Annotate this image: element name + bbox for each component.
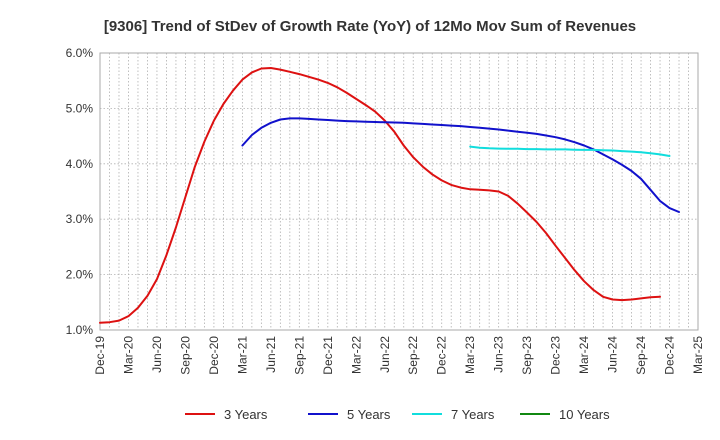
x-tick-label: Mar-21 <box>235 336 249 374</box>
x-tick-label: Jun-24 <box>606 336 620 373</box>
x-tick-label: Jun-23 <box>492 336 506 373</box>
x-tick-label: Dec-19 <box>93 336 107 375</box>
y-tick-label: 3.0% <box>66 212 94 226</box>
x-tick-label: Dec-21 <box>321 336 335 375</box>
y-tick-label: 2.0% <box>66 268 94 282</box>
x-tick-label: Jun-22 <box>378 336 392 373</box>
x-tick-label: Mar-20 <box>121 336 135 374</box>
plot-frame <box>99 52 699 331</box>
x-tick-label: Dec-23 <box>549 336 563 375</box>
grid <box>100 52 698 331</box>
x-tick-label: Mar-22 <box>349 336 363 374</box>
series-line-7-years <box>469 145 671 157</box>
x-tick-label: Sep-23 <box>520 336 534 375</box>
legend-label: 3 Years <box>224 407 268 422</box>
x-tick-label: Sep-24 <box>634 336 648 375</box>
x-tick-label: Jun-20 <box>150 336 164 373</box>
x-tick-label: Sep-20 <box>178 336 192 375</box>
legend-label: 7 Years <box>451 407 495 422</box>
series-line-5-years <box>241 117 680 213</box>
x-axis: Dec-19 Mar-20 Jun-20 Sep-20 Dec-20 Mar-21 Jun-… <box>93 336 705 375</box>
x-tick-label: Sep-22 <box>406 336 420 375</box>
y-tick-label: 5.0% <box>66 101 94 115</box>
y-tick-label: 1.0% <box>66 323 94 337</box>
series-lines <box>99 67 680 324</box>
x-tick-label: Jun-21 <box>264 336 278 373</box>
x-tick-label: Mar-24 <box>577 336 591 374</box>
x-tick-label: Dec-24 <box>663 336 677 375</box>
x-tick-label: Mar-25 <box>691 336 705 374</box>
x-tick-label: Mar-23 <box>463 336 477 374</box>
x-tick-label: Sep-21 <box>292 336 306 375</box>
legend-label: 5 Years <box>347 407 391 422</box>
series-line-3-years <box>99 67 661 324</box>
y-tick-label: 6.0% <box>66 46 94 60</box>
y-axis: 1.0% 2.0% 3.0% 4.0% 5.0% 6.0% <box>66 46 94 337</box>
y-tick-label: 4.0% <box>66 157 94 171</box>
chart-title: [9306] Trend of StDev of Growth Rate (Yo… <box>104 18 636 35</box>
x-tick-label: Dec-22 <box>435 336 449 375</box>
legend: 3 Years 5 Years 7 Years 10 Years <box>185 407 610 422</box>
x-tick-label: Dec-20 <box>207 336 221 375</box>
legend-label: 10 Years <box>559 407 610 422</box>
